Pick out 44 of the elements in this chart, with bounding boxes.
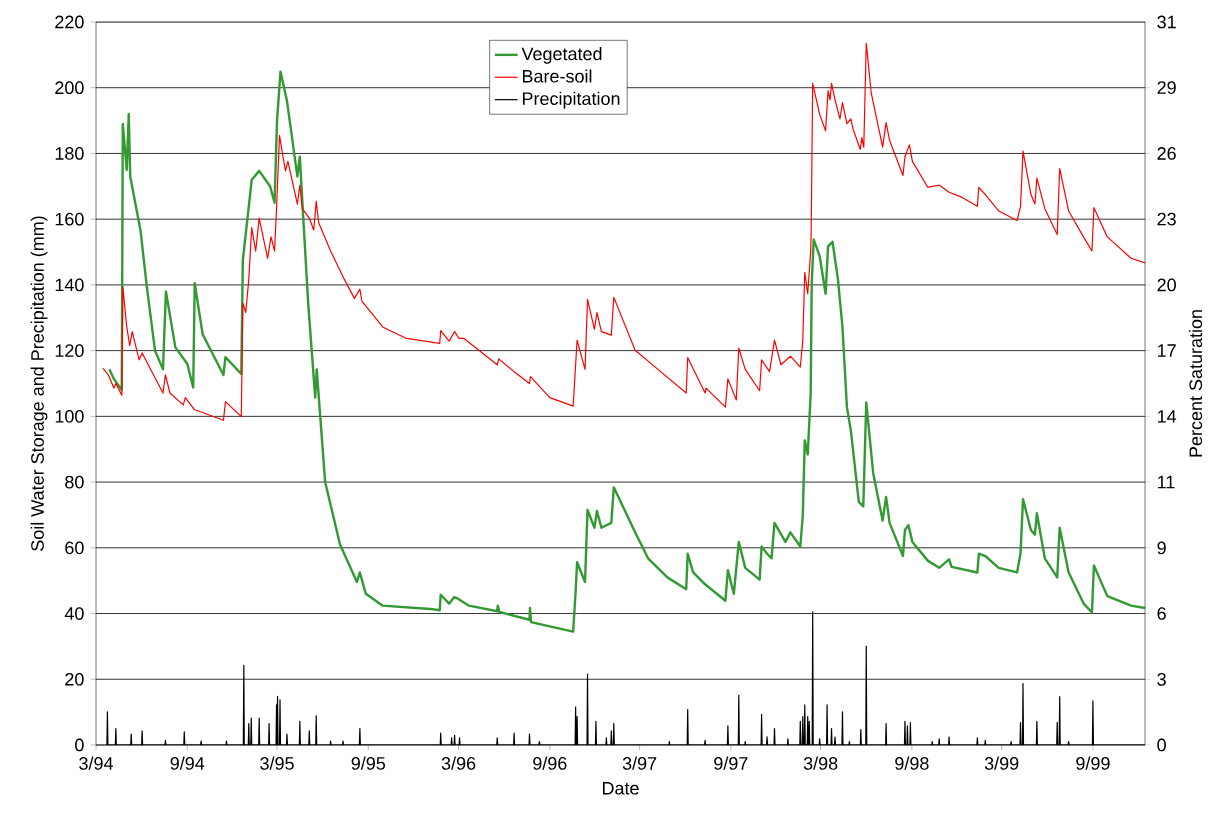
y2-tick-label: 17 [1158,344,1176,357]
y-tick-label: 80 [65,475,84,489]
y-axis-title: Soil Water Storage and Precipitation (mm) [30,216,48,551]
x-tick-label: 9/97 [714,756,748,770]
y2-tick-label: 6 [1157,607,1166,620]
y-tick-label: 60 [65,541,84,555]
y2-tick-label: 0 [1157,738,1166,752]
y2-tick-label: 20 [1157,278,1176,292]
x-tick-label: 3/94 [79,756,113,770]
x-tick-label: 9/99 [1076,756,1110,770]
y-tick-label: 40 [64,607,84,620]
y2-tick-label: 26 [1157,147,1176,160]
x-axis-title: Date [602,782,639,795]
y-tick-label: 0 [75,738,84,752]
y-tick-label: 180 [55,147,84,160]
y2-tick-label: 3 [1157,672,1166,686]
y-tick-label: 100 [55,409,84,423]
y2-tick-label: 23 [1157,212,1176,226]
y2-tick-label: 29 [1157,81,1176,94]
y-tick-label: 120 [55,344,84,357]
y-tick-label: 200 [55,81,84,95]
y2-tick-label: 14 [1158,410,1177,423]
y2-tick-label: 11 [1158,475,1175,489]
x-tick-label: 3/98 [803,756,838,770]
line-series [108,70,1145,633]
legend-label: Vegetated [521,46,602,64]
y-tick-label: 160 [55,212,84,226]
y2-tick-label: 9 [1157,541,1166,555]
line-series [102,42,1145,421]
x-tick-label: 9/96 [533,756,567,770]
x-tick-label: 9/95 [351,756,386,770]
x-tick-label: 3/96 [441,756,476,770]
x-tick-label: 3/99 [984,756,1019,770]
y2-tick-label: 31 [1157,15,1176,29]
x-tick-label: 3/95 [260,756,294,770]
legend-label: Precipitation [522,91,620,109]
x-tick-label: 3/97 [622,756,657,770]
y2-axis-title: Percent Saturation [1188,310,1203,457]
legend-label: Bare-soil [522,69,592,83]
y-tick-label: 140 [55,278,84,292]
x-tick-label: 9/94 [170,756,205,770]
y-tick-label: 220 [55,15,84,29]
x-tick-label: 9/98 [895,756,929,770]
y-tick-label: 20 [65,672,84,686]
